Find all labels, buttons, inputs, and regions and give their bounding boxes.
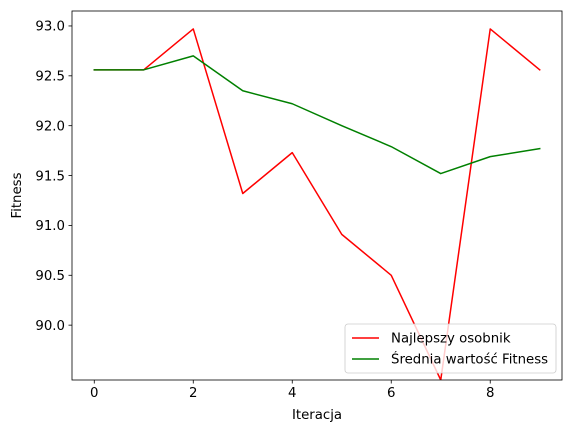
y-tick-label: 91.5	[35, 169, 65, 184]
x-tick-label: 8	[486, 386, 494, 401]
y-tick-label: 91.0	[35, 219, 65, 234]
y-tick-label: 93.0	[35, 20, 65, 35]
x-tick-label: 4	[288, 386, 296, 401]
y-tick-label: 92.0	[35, 119, 65, 134]
y-tick-label: 90.0	[35, 319, 65, 334]
legend: Najlepszy osobnik Średnia wartość Fitness	[344, 323, 557, 374]
y-tick-label: 90.5	[35, 269, 65, 284]
y-axis-ticks: 90.0 90.5 91.0 91.5 92.0 92.5 93.0	[35, 20, 72, 334]
legend-label-2: Średnia wartość Fitness	[391, 350, 548, 368]
legend-label-1: Najlepszy osobnik	[391, 332, 511, 347]
y-tick-label: 92.5	[35, 70, 65, 85]
plot-frame	[71, 10, 563, 381]
x-axis-label: Iteracja	[292, 408, 342, 423]
x-tick-label: 6	[387, 386, 395, 401]
series-line-2	[93, 55, 541, 175]
x-tick-label: 0	[90, 386, 98, 401]
series-layer	[93, 28, 541, 380]
x-tick-label: 2	[189, 386, 197, 401]
series-line-1	[93, 28, 541, 380]
y-axis-label: Fitness	[10, 172, 25, 218]
legend-box	[344, 323, 557, 374]
x-axis-ticks: 0 2 4 6 8	[90, 380, 494, 401]
